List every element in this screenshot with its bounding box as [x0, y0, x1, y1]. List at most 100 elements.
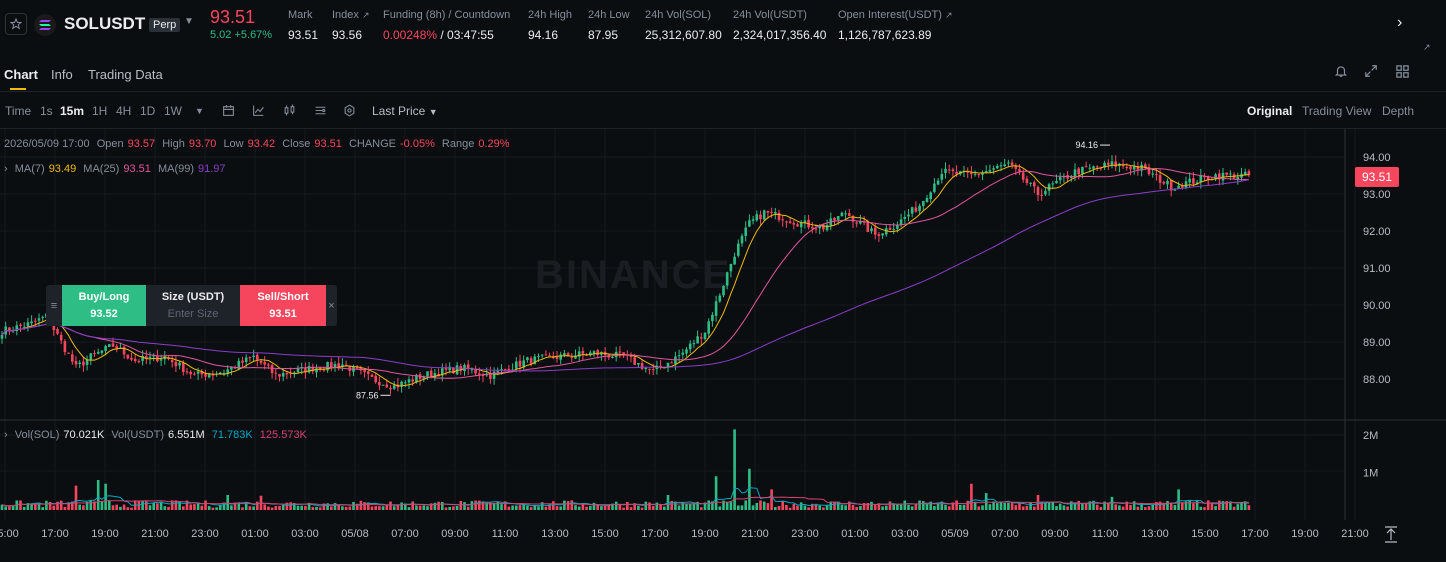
volume-bar	[207, 506, 211, 510]
candle	[1203, 176, 1206, 178]
ma99-value: 91.97	[198, 163, 226, 175]
volume-bar	[781, 500, 784, 510]
interval-1d[interactable]: 1D	[140, 104, 156, 118]
settings-list-icon[interactable]	[314, 104, 327, 120]
volume-bar	[1225, 501, 1228, 510]
candle	[100, 350, 104, 353]
volume-bar	[1025, 505, 1029, 510]
candle	[133, 358, 137, 362]
price-tick: 92.00	[1363, 226, 1391, 238]
volume-bar	[1044, 502, 1047, 510]
drag-handle-icon[interactable]: ≡	[50, 299, 58, 312]
interval-1h[interactable]: 1H	[92, 104, 108, 118]
candle	[707, 321, 710, 334]
volume-bars	[0, 429, 1251, 510]
candle	[696, 336, 699, 344]
caret-down-icon[interactable]: ▼	[184, 16, 194, 27]
candle	[833, 217, 836, 221]
volume-bar	[692, 502, 696, 510]
interval-time[interactable]: Time	[5, 104, 32, 118]
stat-open-interest[interactable]: Open Interest(USDT) ↗ 1,126,787,623.89	[838, 9, 953, 42]
expand-icon[interactable]	[1364, 64, 1378, 81]
volume-bar	[777, 506, 781, 510]
volume-bar	[211, 507, 215, 510]
volume-bar	[496, 501, 500, 510]
volume-bar	[400, 502, 403, 510]
interval-1s[interactable]: 1s	[40, 104, 53, 118]
chevron-right-icon[interactable]: ›	[1397, 14, 1403, 31]
volume-bar	[1173, 504, 1177, 510]
volume-bar	[1184, 501, 1188, 510]
candle	[385, 384, 389, 388]
tab-trading-data[interactable]: Trading Data	[88, 67, 163, 82]
calendar-icon[interactable]	[222, 104, 235, 120]
candle	[940, 173, 944, 180]
volume-bar	[1125, 501, 1129, 510]
volume-bar	[337, 504, 340, 510]
volume-bar	[1092, 500, 1095, 510]
settings-icon[interactable]	[343, 104, 356, 120]
candle	[126, 354, 130, 359]
volume-bar	[651, 506, 655, 510]
volume-bar	[119, 506, 122, 510]
volume-bar	[922, 501, 925, 510]
interval-4h[interactable]: 4H	[116, 104, 132, 118]
candle	[96, 351, 100, 354]
volume-bar	[1014, 505, 1018, 510]
volume-bar	[263, 504, 266, 510]
size-input[interactable]: Size (USDT) Enter Size	[146, 285, 240, 326]
volume-bar	[1203, 507, 1206, 510]
grid-layout-icon[interactable]	[1395, 64, 1410, 82]
star-icon[interactable]	[5, 13, 27, 35]
bell-icon[interactable]	[1334, 64, 1348, 81]
sell-short-button[interactable]: Sell/Short 93.51	[240, 285, 326, 326]
time-tick: 07:00	[391, 528, 419, 540]
volume-bar	[1088, 501, 1092, 510]
candle-type-icon[interactable]	[283, 104, 296, 120]
interval-more-icon[interactable]: ▼	[195, 106, 204, 116]
candle	[1214, 174, 1217, 180]
volume-bar	[145, 500, 148, 510]
time-tick: 13:00	[541, 528, 569, 540]
volume-bar	[999, 501, 1003, 510]
candle	[996, 165, 999, 169]
time-axis: 15:00 17:00 19:00 21:00 23:00 01:00 03:00 05/08…	[0, 528, 1369, 540]
volume-bar	[977, 506, 981, 510]
candle	[988, 169, 992, 172]
volume-bar	[722, 500, 725, 510]
view-trading-view[interactable]: Trading View	[1302, 104, 1372, 118]
symbol-name[interactable]: SOLUSDT	[64, 14, 146, 33]
interval-1w[interactable]: 1W	[164, 104, 182, 118]
buy-long-button[interactable]: Buy/Long 93.52	[62, 285, 146, 326]
candle	[137, 361, 141, 363]
interval-15m[interactable]: 15m	[60, 104, 85, 118]
price-type-select[interactable]: Last Price ▼	[372, 104, 438, 118]
candle	[840, 212, 844, 217]
volume-bar	[219, 504, 222, 510]
view-original[interactable]: Original	[1247, 104, 1293, 118]
candle	[984, 171, 988, 173]
volume-bar	[740, 505, 744, 510]
indicator-icon[interactable]	[252, 104, 265, 120]
price-chart[interactable]: BINANCE 94.00 93.00 92.00 91.00 90.00 89.00 88…	[0, 129, 1446, 562]
stat-index[interactable]: Index ↗ 93.56	[332, 9, 370, 42]
volume-bar	[507, 506, 511, 510]
candle	[474, 369, 477, 374]
candle	[903, 216, 907, 219]
volume-bar	[1166, 501, 1169, 510]
volume-bar	[370, 506, 374, 510]
vol-usdt-value: 6.551M	[167, 429, 205, 441]
close-icon[interactable]: ×	[328, 299, 335, 312]
candle	[363, 369, 366, 373]
candle	[825, 225, 829, 231]
volume-bar	[881, 506, 884, 510]
view-depth[interactable]: Depth	[1382, 104, 1415, 118]
volume-bar	[1073, 502, 1077, 510]
candle	[670, 362, 673, 364]
candle	[918, 205, 921, 212]
candle	[41, 316, 44, 318]
tab-chart[interactable]: Chart	[4, 67, 38, 82]
high-marker-label: 94.16	[1075, 140, 1098, 150]
volume-bar	[363, 502, 366, 510]
tab-info[interactable]: Info	[51, 67, 73, 82]
